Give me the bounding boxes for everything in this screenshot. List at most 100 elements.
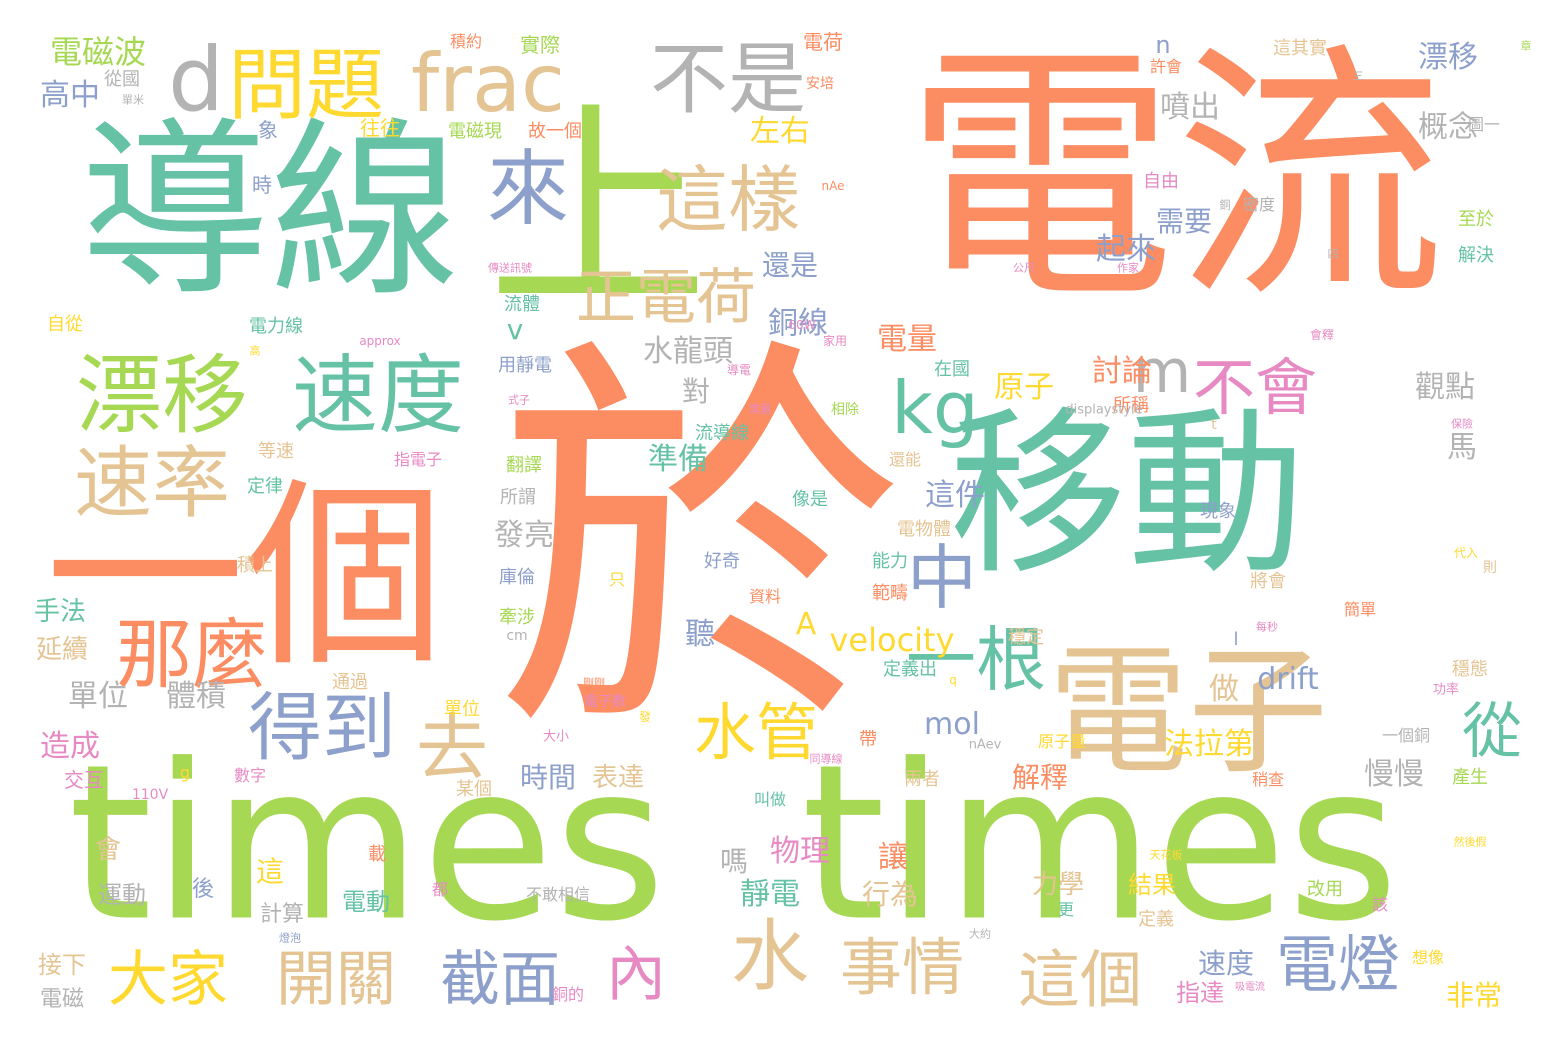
word-cloud-word: 指電子 — [393, 450, 443, 469]
word-cloud-word: 許會 — [1149, 57, 1183, 76]
word-cloud-word: 上 — [487, 82, 709, 338]
word-cloud-word: 60W — [788, 318, 816, 332]
word-cloud-word: 牽涉 — [499, 607, 535, 628]
word-cloud-word: 電子 — [1047, 631, 1329, 794]
word-cloud-word: A — [795, 607, 817, 642]
word-cloud-word: 還是 — [761, 249, 819, 282]
word-cloud-word: 一根 — [906, 619, 1046, 701]
word-cloud-word: 帶 — [859, 729, 877, 750]
word-cloud-word: velocity — [829, 621, 955, 659]
word-cloud-word: 單米 — [122, 93, 144, 107]
word-cloud-word: 法拉第 — [1164, 727, 1254, 762]
word-cloud-word: 四 — [1327, 247, 1339, 261]
word-cloud-word: v — [506, 313, 524, 346]
word-cloud-word: g — [179, 763, 191, 782]
word-cloud-word: 指達 — [1176, 979, 1224, 1007]
word-cloud-word: 會 — [94, 835, 122, 865]
word-cloud-word: 中 — [907, 537, 977, 619]
word-cloud-word: 後 — [191, 877, 215, 902]
word-cloud-word: frac — [410, 37, 566, 130]
word-cloud-word: 電物體 — [897, 519, 951, 540]
word-cloud-word: 結果 — [1128, 871, 1176, 899]
word-cloud-word: 原子 — [994, 370, 1054, 405]
word-cloud-word: 噴出 — [1160, 90, 1220, 125]
word-cloud-word: 定律 — [247, 476, 283, 497]
word-cloud-word: 討論 — [1092, 354, 1152, 389]
word-cloud-word: 電磁現 — [448, 121, 502, 142]
word-cloud-word: 電荷 — [803, 30, 843, 54]
word-cloud-word: 用靜電 — [498, 355, 552, 376]
word-cloud-word: 現象 — [1200, 501, 1236, 522]
word-cloud-word: 左右 — [750, 114, 810, 149]
word-cloud-word: 概念 — [1418, 110, 1478, 145]
word-cloud-word: 產生 — [1452, 767, 1488, 788]
word-cloud-word: q — [949, 673, 957, 687]
word-cloud-word: 嗎 — [719, 845, 749, 878]
word-cloud-word: 庫倫 — [499, 567, 535, 588]
word-cloud-word: 載 — [368, 844, 386, 865]
word-cloud-word: 不會 — [1192, 351, 1318, 424]
word-cloud-word: 馬 — [1447, 430, 1477, 465]
word-cloud-word: 水管 — [693, 696, 819, 769]
word-cloud-word: 行為 — [861, 878, 919, 911]
word-cloud-word: 自由 — [1143, 171, 1179, 192]
word-cloud-word: 積上 — [237, 555, 273, 576]
word-cloud-word: 靜電 — [740, 877, 800, 912]
word-cloud-word: 原子量 — [1037, 732, 1087, 751]
word-cloud-word: 自從 — [47, 314, 83, 335]
word-cloud-word: 能力 — [872, 551, 908, 572]
word-cloud-word: 資料 — [748, 587, 782, 606]
word-cloud-word: 則 — [1483, 560, 1497, 576]
word-cloud-word: 正電荷 — [576, 263, 756, 333]
word-cloud-word: 傳送訊號 — [488, 261, 532, 275]
word-cloud-word: 銅 — [1219, 198, 1231, 212]
word-cloud-word: 導電 — [726, 363, 752, 377]
word-cloud-word: 相除 — [831, 402, 859, 418]
word-cloud-word: 更 — [1057, 900, 1075, 919]
word-cloud-word: 力學 — [1031, 870, 1085, 900]
word-cloud-word: 慢慢 — [1364, 757, 1424, 792]
word-cloud-word: 銅線 — [768, 306, 828, 341]
word-cloud-word: 故一個 — [528, 121, 582, 142]
word-cloud-word: 速度 — [292, 346, 464, 446]
word-cloud-word: 所稱 — [1113, 395, 1149, 416]
word-cloud-word: 式子 — [508, 393, 530, 407]
word-cloud-word: mol — [924, 707, 980, 742]
word-cloud-word: 往往 — [360, 116, 400, 140]
word-cloud-word: 聽 — [685, 617, 715, 652]
word-cloud-word: 在國 — [934, 359, 970, 380]
word-cloud-word: 從 — [1462, 697, 1522, 767]
word-cloud-word: 流導線 — [695, 423, 749, 444]
word-cloud-word: 解決 — [1458, 245, 1494, 266]
word-cloud-word: 造成 — [40, 729, 100, 764]
word-cloud-word: 速度 — [1197, 947, 1255, 980]
word-cloud-word: 這樣 — [655, 158, 801, 242]
word-cloud-word: 作家 — [1117, 261, 1139, 275]
word-cloud-word: 穩定 — [1008, 627, 1044, 648]
word-cloud-word: 實際 — [520, 33, 560, 57]
word-cloud-word: 時 — [252, 173, 272, 197]
word-cloud-word: 時間 — [519, 761, 577, 794]
word-cloud-word: 表達 — [591, 763, 645, 793]
word-cloud-word: 好奇 — [704, 551, 740, 572]
word-cloud-word: 這件 — [925, 478, 985, 513]
word-cloud-word: 物理 — [770, 834, 830, 869]
word-cloud-word: 都 — [431, 880, 449, 899]
word-cloud-word: 某個 — [456, 779, 492, 800]
word-cloud-word: displaystyle — [1065, 402, 1143, 418]
word-cloud-word: 改用 — [1307, 879, 1343, 900]
word-cloud-word: 叫做 — [753, 790, 787, 809]
word-cloud-word: 觀點 — [1415, 370, 1475, 405]
word-cloud-word: 該 — [1371, 895, 1389, 914]
word-cloud-word: 交互 — [64, 768, 104, 792]
word-cloud-word: 電力線 — [249, 316, 303, 337]
word-cloud-word: cm — [506, 628, 528, 644]
word-cloud-word: 發 — [638, 710, 652, 724]
word-cloud-word: 然後假 — [1453, 835, 1487, 849]
word-cloud-word: 積約 — [449, 32, 483, 51]
word-cloud-word: 章 — [1520, 39, 1532, 53]
word-cloud-word: 電量 — [749, 402, 771, 416]
word-cloud-word: 電子數 — [584, 694, 626, 710]
word-cloud-word: 高 — [249, 344, 261, 358]
word-cloud-word: 這個 — [1017, 943, 1143, 1016]
